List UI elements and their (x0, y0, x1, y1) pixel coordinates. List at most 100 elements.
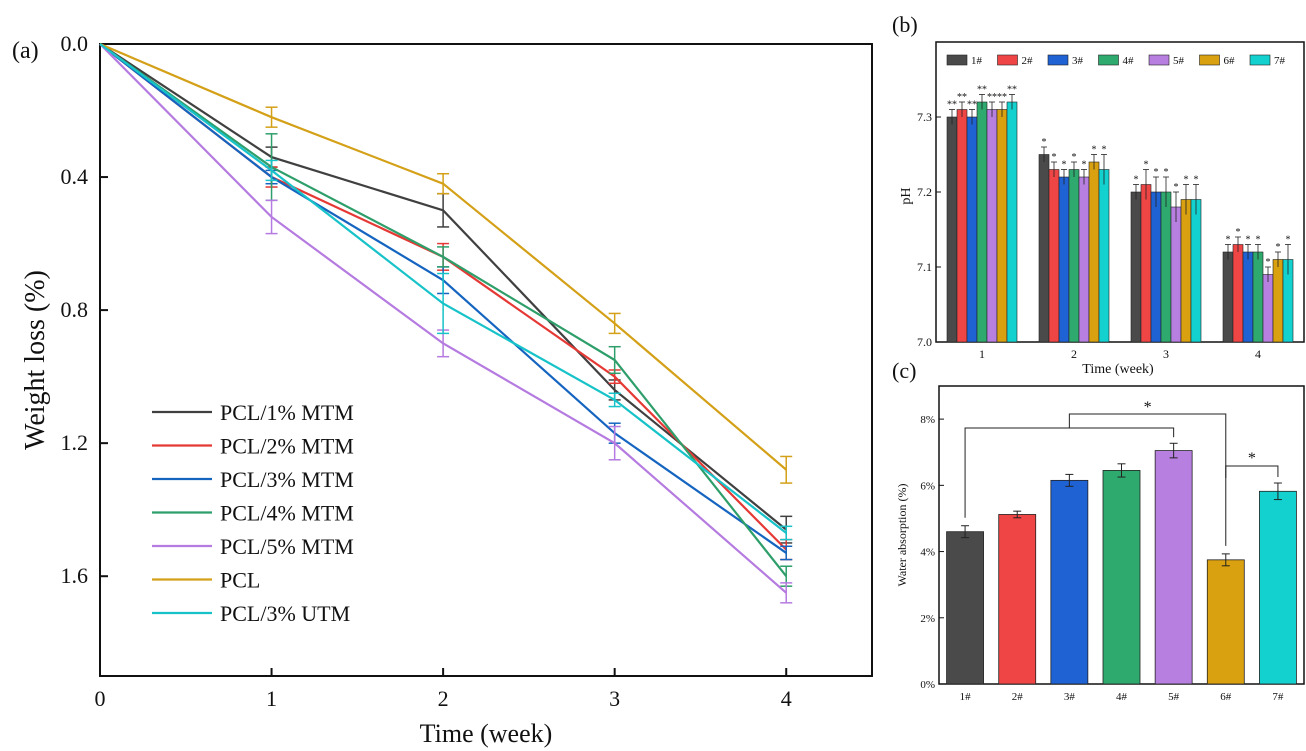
water-absorption-bar (998, 514, 1037, 685)
panel-c-label: (c) (892, 358, 916, 383)
significance-mark: ** (987, 92, 997, 103)
ph-bar (1160, 191, 1172, 343)
panel-a-label: (a) (12, 38, 39, 64)
significance-mark: ** (977, 85, 987, 96)
legend-label: PCL/2% MTM (220, 434, 354, 459)
x-tick-label: 0 (95, 686, 106, 711)
legend-label: 7# (1274, 55, 1286, 67)
x-tick-label: 2 (1071, 347, 1077, 361)
significance-star: * (1144, 399, 1152, 416)
significance-mark: * (1266, 257, 1271, 268)
significance-mark: * (1134, 175, 1139, 186)
significance-bracket (1225, 465, 1279, 478)
ph-bar (1262, 274, 1274, 343)
x-tick-label: 3 (1163, 347, 1169, 361)
x-tick-label: 2 (438, 686, 449, 711)
panel-c-y-axis-label: Water absorption (%) (895, 484, 909, 587)
x-tick-label: 1 (979, 347, 985, 361)
panel-a-plot-frame (99, 43, 873, 677)
ph-bar (1190, 199, 1202, 343)
legend-label: 1# (971, 55, 983, 67)
ph-bar (956, 109, 968, 343)
y-tick-label: 0.0 (61, 31, 89, 56)
y-tick-label: 7.3 (917, 110, 932, 124)
significance-mark: ** (967, 100, 977, 111)
x-tick-label: 4 (1255, 347, 1261, 361)
y-tick-label: 2% (920, 613, 935, 625)
x-tick-label: 3# (1064, 691, 1076, 703)
ph-bar (1232, 244, 1244, 343)
ph-bar (996, 109, 1008, 343)
x-tick-label: 4# (1116, 691, 1128, 703)
legend-swatch (997, 54, 1018, 66)
significance-mark: * (1062, 160, 1067, 171)
y-tick-label: 0% (920, 679, 935, 691)
significance-star: * (1248, 450, 1256, 467)
legend-swatch (946, 54, 968, 66)
y-tick-label: 4% (920, 547, 935, 559)
significance-mark: * (1174, 182, 1179, 193)
ph-bar (1130, 191, 1142, 343)
panel-b-ph-chart: (b) 1# 2# 3# 4# 5# 6# 7# 7.07.17.27.3 1*******… (892, 12, 1305, 377)
significance-mark: * (1256, 235, 1261, 246)
x-tick-label: 5# (1168, 691, 1180, 703)
ph-bar (1242, 251, 1254, 343)
significance-mark: * (1052, 152, 1057, 163)
significance-mark: * (1276, 242, 1281, 253)
ph-bar (1068, 169, 1080, 343)
y-tick-label: 1.6 (61, 563, 89, 588)
legend-label: PCL (220, 568, 260, 593)
panel-a-y-axis-label: Weight loss (%) (20, 270, 51, 450)
panel-b-y-axis-label: pH (899, 187, 914, 204)
y-tick-label: 7.2 (917, 185, 932, 199)
legend-label: 3# (1072, 55, 1084, 67)
significance-mark: ** (1007, 85, 1017, 96)
legend-label: 5# (1173, 55, 1185, 67)
significance-mark: * (1246, 235, 1251, 246)
legend-swatch (1148, 54, 1170, 66)
legend-label: 6# (1224, 55, 1236, 67)
significance-mark: * (1184, 175, 1189, 186)
x-tick-label: 4 (781, 686, 792, 711)
water-absorption-bar (1154, 450, 1193, 685)
significance-mark: ** (957, 92, 967, 103)
ph-bar (1252, 251, 1264, 343)
y-tick-label: 7.0 (917, 335, 932, 349)
ph-bar (1038, 154, 1050, 343)
water-absorption-bar (946, 531, 984, 685)
ph-bar (1058, 176, 1070, 343)
ph-bar (1098, 169, 1110, 343)
y-tick-label: 7.1 (917, 260, 932, 274)
y-tick-label: 1.2 (61, 430, 89, 455)
y-tick-label: 0.4 (61, 164, 89, 189)
panel-c-water-absorption-chart: (c) 0% 2% 4% 6% 8% 1# 2# 3# 4# 5# 6# 7# * * Water a… (892, 358, 1305, 703)
water-absorption-bar (1102, 470, 1141, 685)
ph-bar (976, 101, 988, 343)
ph-bar (1140, 184, 1152, 343)
significance-mark: * (1102, 145, 1107, 156)
x-tick-label: 7# (1272, 691, 1284, 703)
ph-bar (966, 116, 978, 343)
legend-label: PCL/1% MTM (220, 400, 354, 425)
legend-label: PCL/4% MTM (220, 501, 354, 526)
legend-swatch (1098, 54, 1119, 66)
legend-label: 2# (1022, 55, 1034, 67)
significance-mark: ** (997, 92, 1007, 103)
significance-mark: * (1154, 167, 1159, 178)
y-tick-label: 6% (920, 480, 935, 492)
ph-bar (1222, 251, 1234, 343)
significance-mark: * (1144, 160, 1149, 171)
significance-mark: * (1286, 235, 1291, 246)
significance-mark: * (1164, 167, 1169, 178)
ph-bar (1078, 176, 1090, 343)
panel-b-label: (b) (892, 12, 918, 37)
y-tick-label: 8% (920, 414, 935, 426)
ph-bar (1048, 169, 1060, 343)
legend-swatch (1249, 54, 1271, 66)
y-tick-label: 0.8 (61, 297, 89, 322)
ph-bar (1272, 259, 1284, 343)
x-tick-label: 6# (1220, 691, 1232, 703)
legend-label: PCL/3% UTM (220, 601, 350, 626)
significance-mark: * (1194, 175, 1199, 186)
legend-swatch (1047, 54, 1069, 66)
